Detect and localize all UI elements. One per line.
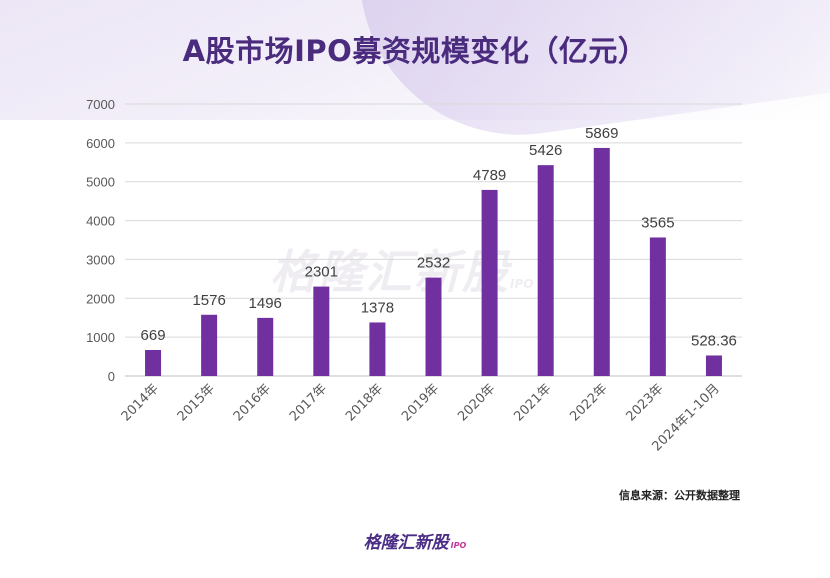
x-tick-label: 2016年 bbox=[231, 381, 274, 424]
x-tick-label: 2020年 bbox=[455, 381, 498, 424]
y-tick-label: 1000 bbox=[86, 330, 115, 345]
data-label: 1378 bbox=[361, 299, 394, 316]
bar bbox=[145, 350, 162, 376]
brand-logo: 格隆汇新股 IPO bbox=[0, 528, 830, 553]
y-tick-label: 4000 bbox=[86, 214, 115, 229]
y-tick-label: 3000 bbox=[86, 252, 115, 267]
bar bbox=[537, 165, 554, 376]
data-label: 528.36 bbox=[691, 332, 737, 349]
y-tick-label: 5000 bbox=[86, 175, 115, 190]
bar bbox=[369, 322, 386, 376]
header-background bbox=[0, 0, 830, 156]
data-label: 1576 bbox=[192, 292, 225, 309]
y-tick-label: 7000 bbox=[86, 97, 115, 112]
bar bbox=[313, 286, 330, 376]
logo-suffix: IPO bbox=[450, 541, 467, 550]
bar bbox=[257, 317, 274, 376]
bar bbox=[705, 355, 722, 376]
y-tick-label: 6000 bbox=[86, 136, 115, 151]
bar bbox=[201, 314, 218, 376]
watermark-suffix: IPO bbox=[510, 277, 534, 291]
data-label: 5426 bbox=[529, 142, 562, 159]
data-label: 669 bbox=[141, 327, 166, 344]
y-tick-label: 0 bbox=[108, 369, 115, 384]
chart-title: A股市场IPO募资规模变化（亿元） bbox=[182, 34, 648, 68]
x-tick-label: 2022年 bbox=[567, 381, 610, 424]
data-label: 4789 bbox=[473, 167, 506, 184]
data-label: 3565 bbox=[641, 214, 674, 231]
data-label: 5869 bbox=[585, 125, 618, 142]
x-tick-label: 2015年 bbox=[175, 381, 218, 424]
x-tick-label: 2021年 bbox=[511, 381, 554, 424]
x-tick-label: 2014年 bbox=[119, 381, 162, 424]
source-note: 信息来源：公开数据整理 bbox=[619, 489, 740, 502]
x-tick-label: 2023年 bbox=[623, 381, 666, 424]
bar bbox=[481, 189, 498, 376]
data-label: 2532 bbox=[417, 255, 450, 272]
watermark: 格隆汇新股IPO bbox=[270, 236, 533, 302]
bar bbox=[593, 147, 610, 376]
x-tick-label: 2018年 bbox=[343, 381, 386, 424]
x-tick-label: 2019年 bbox=[399, 381, 442, 424]
data-label: 1496 bbox=[249, 295, 282, 312]
bar bbox=[649, 237, 666, 376]
data-label: 2301 bbox=[305, 264, 338, 281]
watermark-text: 格隆汇新股 bbox=[270, 245, 510, 299]
x-tick-label: 2017年 bbox=[287, 381, 330, 424]
logo-text: 格隆汇新股 bbox=[363, 533, 449, 553]
bar bbox=[425, 277, 442, 376]
y-tick-label: 2000 bbox=[86, 291, 115, 306]
